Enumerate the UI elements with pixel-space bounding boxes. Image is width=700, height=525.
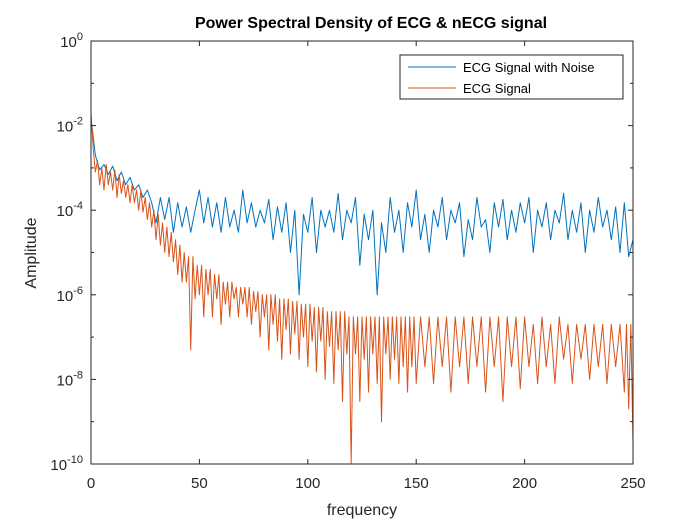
chart-title: Power Spectral Density of ECG & nECG sig… bbox=[195, 15, 547, 32]
plot-frame bbox=[90, 40, 634, 465]
legend-box bbox=[399, 54, 624, 100]
series-line-ecg-with-noise bbox=[90, 118, 634, 296]
plot-area bbox=[91, 41, 633, 464]
y-tick-label: 10-4 bbox=[57, 200, 83, 220]
y-tick-label: 100 bbox=[60, 31, 83, 51]
series-line-ecg-signal bbox=[90, 112, 634, 465]
x-tick-label: 200 bbox=[512, 475, 537, 492]
x-axis-label: frequency bbox=[327, 502, 397, 519]
tick-layer: 0 50 100 150 200 250 100 10-2 10-4 10-6 10-8 10-10 bbox=[50, 31, 645, 492]
legend-label-clean: ECG Signal bbox=[463, 81, 531, 96]
x-tick-label: 250 bbox=[620, 475, 645, 492]
y-tick-label: 10-8 bbox=[57, 369, 83, 389]
legend: ECG Signal with Noise ECG Signal bbox=[399, 54, 624, 100]
y-axis-label: Amplitude bbox=[23, 217, 40, 288]
x-tick-label: 0 bbox=[87, 475, 95, 492]
x-tick-label: 100 bbox=[295, 475, 320, 492]
series-layer bbox=[90, 112, 634, 465]
y-tick-label: 10-6 bbox=[57, 285, 83, 305]
y-tick-label: 10-10 bbox=[50, 454, 83, 474]
y-tick-label: 10-2 bbox=[57, 116, 83, 136]
legend-label-noisy: ECG Signal with Noise bbox=[463, 60, 595, 75]
x-tick-label: 50 bbox=[191, 475, 208, 492]
x-tick-label: 150 bbox=[404, 475, 429, 492]
